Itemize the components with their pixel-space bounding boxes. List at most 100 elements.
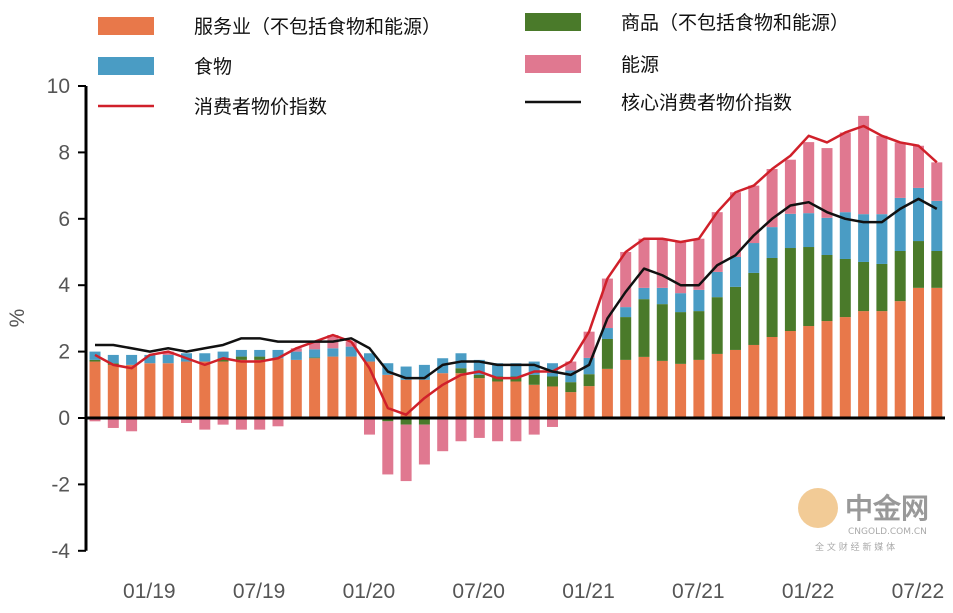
legend-swatch xyxy=(525,13,581,31)
bar-segment xyxy=(766,257,778,337)
bar-segment xyxy=(199,418,211,430)
bar-segment xyxy=(656,238,668,288)
bar-segment xyxy=(418,418,430,425)
bar-segment xyxy=(711,212,723,272)
bar-segment xyxy=(345,346,357,357)
bar-segment xyxy=(565,361,577,371)
bar-segment xyxy=(711,353,723,418)
bar-segment xyxy=(528,418,540,435)
bar-segment xyxy=(748,344,760,418)
bar-segment xyxy=(107,418,119,428)
bar-segment xyxy=(126,354,138,365)
bar-segment xyxy=(455,368,467,374)
bar-segment xyxy=(784,213,796,249)
bar-segment xyxy=(144,354,156,364)
bar-segment xyxy=(547,363,558,377)
bar-segment xyxy=(894,301,906,418)
bar-segment xyxy=(400,424,412,482)
y-axis-label: % xyxy=(6,309,29,328)
bar-segment xyxy=(235,418,247,430)
bar-segment xyxy=(601,278,613,329)
bar-segment xyxy=(803,213,815,248)
bar-segment xyxy=(547,418,558,427)
bar-segment xyxy=(821,148,833,218)
x-tick-label: 07/21 xyxy=(672,580,725,603)
bar-segment xyxy=(803,142,815,214)
bar-segment xyxy=(839,317,851,418)
bar-segment xyxy=(162,363,174,418)
bar-segment xyxy=(675,312,687,364)
bar-segment xyxy=(693,311,705,360)
bar-segment xyxy=(547,386,558,418)
bar-segment xyxy=(766,336,778,418)
bar-segment xyxy=(711,271,723,298)
bar-segment xyxy=(931,251,943,288)
x-tick-label: 01/21 xyxy=(562,580,615,603)
bar-segment xyxy=(839,132,851,213)
bar-segment xyxy=(254,356,266,360)
bar-segment xyxy=(382,363,394,375)
bar-segment xyxy=(876,311,888,418)
bar-segment xyxy=(181,418,192,423)
bar-segment xyxy=(400,366,412,380)
legend-swatch xyxy=(525,55,581,73)
legend-label: 食物 xyxy=(194,56,232,78)
legend-label: 核心消费者物价指数 xyxy=(621,92,792,114)
bar-segment xyxy=(601,368,613,418)
bar-segment xyxy=(126,418,138,432)
bar-segment xyxy=(382,418,394,422)
bar-segment xyxy=(656,304,668,361)
bar-segment xyxy=(547,376,558,387)
bar-segment xyxy=(492,363,504,377)
bar-segment xyxy=(784,159,796,214)
bar-segment xyxy=(784,331,796,418)
bar-segment xyxy=(455,418,467,442)
bar-segment xyxy=(309,341,321,350)
bars xyxy=(89,115,943,482)
bar-segment xyxy=(290,351,302,360)
bar-segment xyxy=(382,421,394,475)
bar-segment xyxy=(620,359,632,418)
bar-segment xyxy=(364,361,375,418)
bar-segment xyxy=(656,360,668,418)
bar-segment xyxy=(565,370,577,383)
bar-segment xyxy=(492,381,504,418)
bar-segment xyxy=(638,287,650,300)
bar-segment xyxy=(876,263,888,312)
bar-segment xyxy=(217,351,229,359)
bar-segment xyxy=(656,287,668,305)
y-tick-label: 10 xyxy=(47,75,70,98)
bar-segment xyxy=(913,241,924,288)
bar-segment xyxy=(437,373,449,418)
bar-segment xyxy=(894,197,906,252)
bar-segment xyxy=(272,358,284,418)
bar-segment xyxy=(748,243,760,273)
bar-segment xyxy=(364,418,375,435)
bar-segment xyxy=(235,349,247,357)
legend-label: 消费者物价指数 xyxy=(194,96,327,118)
x-tick-label: 07/20 xyxy=(452,580,505,603)
bar-segment xyxy=(437,419,449,452)
bar-segment xyxy=(894,251,906,302)
bar-segment xyxy=(675,242,687,294)
bar-segment xyxy=(931,200,943,252)
bar-segment xyxy=(217,361,229,418)
bar-segment xyxy=(309,357,321,359)
bar-segment xyxy=(290,359,302,418)
bar-segment xyxy=(638,356,650,418)
watermark-logo-icon xyxy=(798,488,838,528)
y-tick-label: -2 xyxy=(51,473,70,496)
y-tick-label: 8 xyxy=(58,141,70,164)
bar-segment xyxy=(492,418,504,442)
legend-swatch xyxy=(98,57,154,75)
x-tick-label: 01/19 xyxy=(123,580,176,603)
bar-segment xyxy=(199,361,211,418)
x-tick-label: 01/22 xyxy=(782,580,835,603)
line-series xyxy=(94,124,938,416)
bar-segment xyxy=(473,374,485,379)
bar-segment xyxy=(290,348,302,352)
bar-segment xyxy=(876,214,888,264)
bar-segment xyxy=(327,348,339,357)
bar-segment xyxy=(217,418,229,425)
